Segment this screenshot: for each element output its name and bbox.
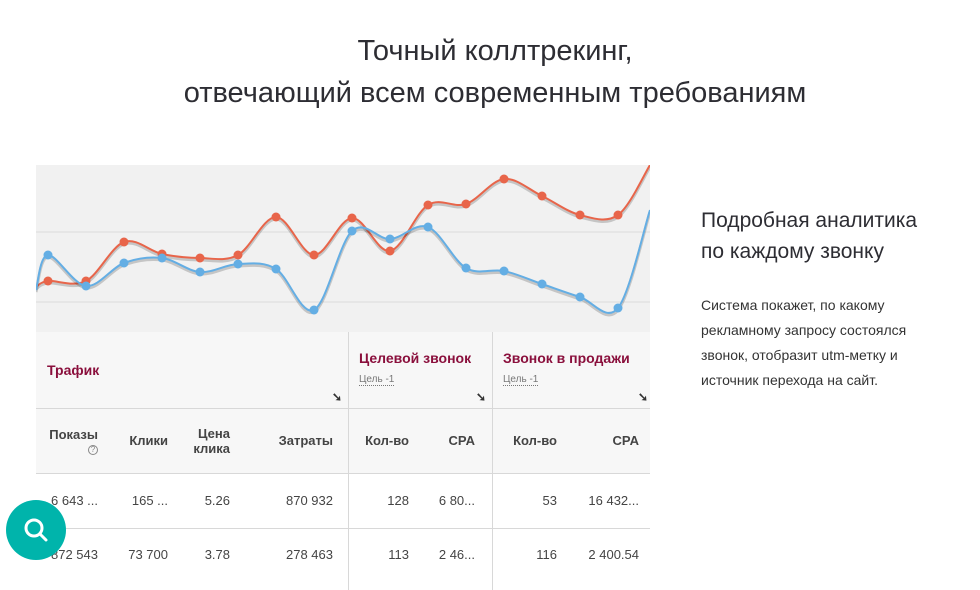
data-point[interactable] <box>347 226 357 236</box>
table-cell: 113 <box>388 546 409 562</box>
column-label: Кол-во <box>365 433 409 448</box>
data-point[interactable] <box>423 200 433 210</box>
column-label: CPA <box>448 433 475 448</box>
data-point[interactable] <box>537 191 547 201</box>
group-traffic: Трафик ➘ <box>36 332 348 408</box>
table-cell: 73 700 <box>128 546 168 562</box>
goal-link[interactable]: Цель -1 <box>359 374 395 386</box>
page-title: Точный коллтрекинг, отвечающий всем совр… <box>0 30 980 114</box>
feature-description: Подробная аналитика по каждому звонку Сис… <box>701 205 941 393</box>
title-line-1: Точный коллтрекинг, <box>357 35 633 67</box>
data-point[interactable] <box>309 250 319 260</box>
column-label: Затраты <box>278 433 333 448</box>
table-cell: 116 <box>536 546 557 562</box>
table-cell: 5.26 <box>204 493 230 508</box>
group-label: Трафик <box>47 362 100 378</box>
data-point[interactable] <box>195 267 205 277</box>
data-point[interactable] <box>347 213 357 223</box>
data-point[interactable] <box>195 253 205 263</box>
data-point[interactable] <box>309 305 319 315</box>
data-point[interactable] <box>461 263 471 273</box>
group-sales-call: Звонок в продажи Цель -1 ➘ <box>492 332 650 408</box>
series-shadow <box>36 166 650 291</box>
table-cell: 6 643 ... <box>51 493 98 508</box>
column-header[interactable]: Клики <box>129 408 168 473</box>
data-point[interactable] <box>43 250 53 260</box>
table-cell: 165 ... <box>131 493 168 508</box>
data-point[interactable] <box>575 210 585 220</box>
chart-svg <box>36 165 650 317</box>
table-cell: 870 932 <box>286 493 333 508</box>
data-point[interactable] <box>271 264 281 274</box>
column-header[interactable]: Показы? <box>49 408 98 473</box>
column-label: Клики <box>129 433 168 448</box>
data-point[interactable] <box>233 250 243 260</box>
group-target-call: Целевой звонок Цель -1 ➘ <box>348 332 492 408</box>
heading-line-1: Подробная аналитика <box>701 209 918 232</box>
column-header[interactable]: Затраты <box>279 408 333 473</box>
column-label: Показы <box>49 426 98 442</box>
table-cell: 278 463 <box>286 546 333 562</box>
column-header[interactable]: CPA <box>449 408 475 473</box>
data-point[interactable] <box>119 237 129 247</box>
group-label: Звонок в продажи <box>503 350 630 366</box>
table-cell: 128 <box>387 493 409 508</box>
search-icon <box>24 518 48 542</box>
column-label: CPA <box>612 433 639 448</box>
column-label: Цена клика <box>193 425 230 456</box>
feature-heading: Подробная аналитика по каждому звонку <box>701 205 941 267</box>
column-header-row <box>36 408 650 473</box>
heading-line-2: по каждому звонку <box>701 240 884 263</box>
table-cell: 872 543 <box>51 546 98 562</box>
table-cell: 2 400.54 <box>588 546 639 562</box>
data-point[interactable] <box>499 266 509 276</box>
data-point[interactable] <box>43 276 53 286</box>
column-header[interactable]: Кол-во <box>365 408 409 473</box>
column-header[interactable]: Кол-во <box>513 408 557 473</box>
arrow-down-right-icon[interactable]: ➘ <box>475 390 486 404</box>
data-point[interactable] <box>613 210 623 220</box>
data-point[interactable] <box>575 292 585 302</box>
table-cell: 53 <box>542 493 557 508</box>
question-circle-icon[interactable]: ? <box>88 444 98 455</box>
data-point[interactable] <box>233 259 243 269</box>
arrow-down-right-icon[interactable]: ➘ <box>637 390 648 404</box>
data-point[interactable] <box>537 279 547 289</box>
table-cell: 2 46... <box>438 546 475 562</box>
data-point[interactable] <box>385 234 395 244</box>
search-button[interactable] <box>6 500 66 560</box>
data-point[interactable] <box>613 303 623 313</box>
goal-link[interactable]: Цель -1 <box>503 374 539 386</box>
data-point[interactable] <box>271 212 281 222</box>
data-point[interactable] <box>461 199 471 209</box>
table-cell: 3.78 <box>204 546 230 562</box>
table-cell: 6 80... <box>438 493 475 508</box>
data-point[interactable] <box>157 253 167 263</box>
analytics-chart <box>36 165 650 332</box>
data-point[interactable] <box>423 222 433 232</box>
data-point[interactable] <box>81 281 91 291</box>
title-line-2: отвечающий всем современным требованиям <box>183 77 807 109</box>
table-cell: 16 432... <box>588 493 639 508</box>
data-point[interactable] <box>499 174 509 184</box>
column-header[interactable]: Цена клика <box>180 408 230 473</box>
column-header[interactable]: CPA <box>613 408 639 473</box>
data-point[interactable] <box>119 258 129 268</box>
column-label: Кол-во <box>513 433 557 448</box>
group-label: Целевой звонок <box>359 350 472 366</box>
data-point[interactable] <box>385 246 395 256</box>
stats-table: Трафик ➘ Целевой звонок Цель -1 ➘ Звонок… <box>36 332 650 590</box>
feature-text: Система покажет, по какому рекламному за… <box>701 297 907 388</box>
arrow-down-right-icon[interactable]: ➘ <box>331 390 342 404</box>
